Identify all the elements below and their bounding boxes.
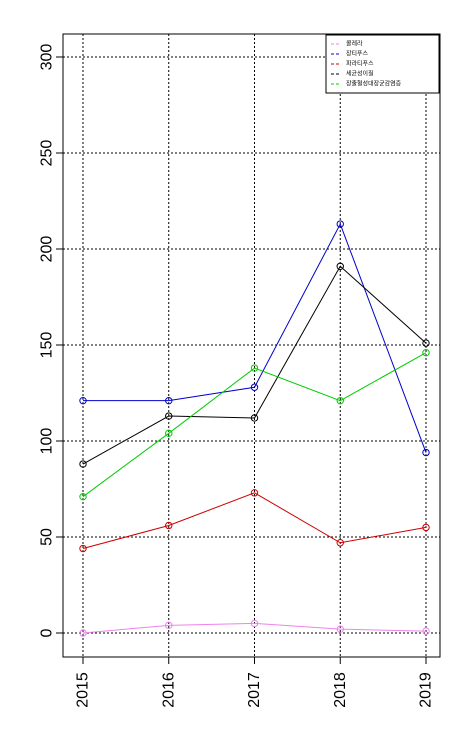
x-tick-label: 2016 bbox=[160, 672, 177, 708]
data-point bbox=[250, 414, 259, 422]
data-point bbox=[165, 396, 173, 405]
data-point bbox=[422, 523, 430, 532]
plot-border bbox=[62, 33, 441, 658]
y-tick-label: 100 bbox=[39, 428, 56, 455]
y-tick-label: 300 bbox=[39, 44, 56, 71]
data-point bbox=[336, 262, 344, 270]
data-point bbox=[79, 544, 87, 553]
y-tick-label: 50 bbox=[39, 528, 56, 546]
data-point bbox=[165, 621, 173, 630]
data-point bbox=[336, 625, 344, 633]
x-tick-label: 2018 bbox=[332, 672, 349, 708]
data-point bbox=[79, 629, 87, 637]
y-tick-label: 200 bbox=[39, 236, 56, 263]
data-point bbox=[79, 460, 87, 468]
data-point bbox=[336, 539, 344, 547]
data-point bbox=[165, 412, 173, 420]
series-line bbox=[83, 222, 427, 453]
legend-entry: 파라티푸스 bbox=[346, 60, 374, 68]
data-point bbox=[79, 492, 87, 501]
data-point bbox=[165, 429, 173, 438]
series-line bbox=[82, 622, 427, 634]
legend-entry: 장티푸스 bbox=[346, 50, 369, 58]
grid bbox=[63, 34, 440, 657]
y-tick-label: 150 bbox=[39, 332, 56, 359]
legend-entry: 콜레라 bbox=[346, 40, 363, 48]
legend-entry: 장출혈성대장균감염증 bbox=[346, 80, 402, 88]
y-tick-label: 250 bbox=[39, 140, 56, 167]
data-point bbox=[422, 627, 430, 635]
axes: 0 50 100 150 200 250 300 2015 2016 2017 2018 2019 bbox=[39, 33, 441, 708]
x-tick-label: 2017 bbox=[246, 672, 263, 708]
series-line bbox=[82, 352, 427, 498]
data-point bbox=[250, 383, 259, 391]
series bbox=[79, 220, 430, 637]
x-tick-label: 2019 bbox=[418, 672, 435, 708]
data-point bbox=[336, 220, 344, 228]
data-point bbox=[250, 489, 259, 497]
data-point bbox=[79, 396, 87, 405]
data-point bbox=[422, 448, 430, 457]
legend-box bbox=[325, 34, 440, 94]
data-point bbox=[250, 364, 259, 372]
data-point bbox=[336, 396, 344, 405]
legend-entry: 세균성이질 bbox=[346, 70, 374, 78]
series-line bbox=[82, 265, 427, 465]
y-tick-label: 0 bbox=[39, 628, 56, 637]
data-point bbox=[165, 521, 173, 530]
x-tick-label: 2015 bbox=[75, 672, 92, 708]
data-point bbox=[250, 619, 259, 628]
data-point bbox=[422, 339, 430, 347]
data-point bbox=[422, 348, 430, 357]
series-line bbox=[82, 492, 427, 550]
